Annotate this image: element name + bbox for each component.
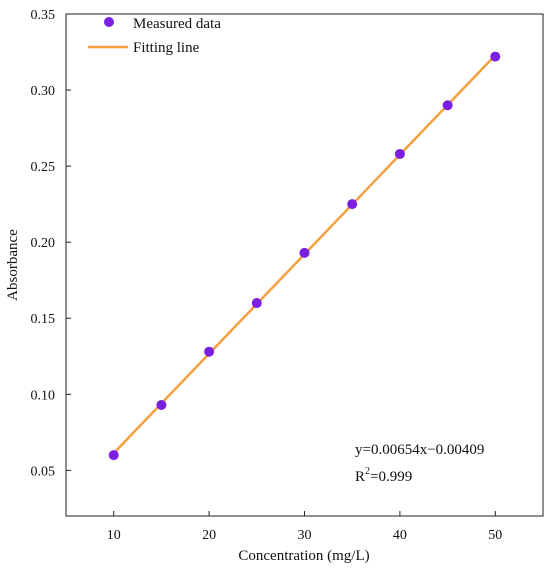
legend-label-measured: Measured data: [133, 16, 221, 32]
r-squared-value: =0.999: [370, 469, 412, 485]
x-axis-title: Concentration (mg/L): [238, 548, 369, 564]
legend-label-fitting: Fitting line: [133, 40, 200, 56]
legend: Measured data Fitting line: [88, 16, 221, 56]
y-tick-label: 0.10: [31, 388, 56, 403]
data-point: [251, 298, 262, 309]
x-tick-label: 40: [393, 528, 407, 543]
x-tick-label: 30: [298, 528, 312, 543]
x-tick-label: 10: [107, 528, 121, 543]
y-tick-label: 0.35: [31, 8, 56, 23]
ticks-layer: 10 20 30 40 50 0.05 0.10 0.15 0.20 0.25 0.30 0.35: [31, 8, 503, 543]
r-squared-superscript: 2: [365, 466, 370, 477]
y-tick-label: 0.20: [31, 236, 56, 251]
data-point: [394, 148, 405, 159]
data-point: [204, 346, 215, 357]
series-layer: [108, 51, 501, 461]
y-axis-title: Absorbance: [5, 229, 21, 301]
data-point: [347, 199, 358, 210]
y-tick-label: 0.30: [31, 84, 56, 99]
plot-frame: [65, 13, 544, 517]
y-tick-label: 0.25: [31, 160, 56, 175]
data-point: [442, 100, 453, 111]
y-tick-label: 0.05: [31, 464, 56, 479]
y-tick-label: 0.15: [31, 312, 56, 327]
data-point: [156, 399, 167, 410]
data-point: [490, 51, 501, 62]
data-point: [299, 247, 310, 258]
data-point: [108, 450, 119, 461]
x-tick-label: 20: [202, 528, 216, 543]
legend-marker-measured: [104, 17, 114, 27]
x-tick-label: 50: [488, 528, 502, 543]
r-squared-prefix: R: [355, 469, 365, 485]
r-squared: R2=0.999: [355, 466, 412, 485]
fit-equation: y=0.00654x−0.00409: [355, 442, 484, 458]
